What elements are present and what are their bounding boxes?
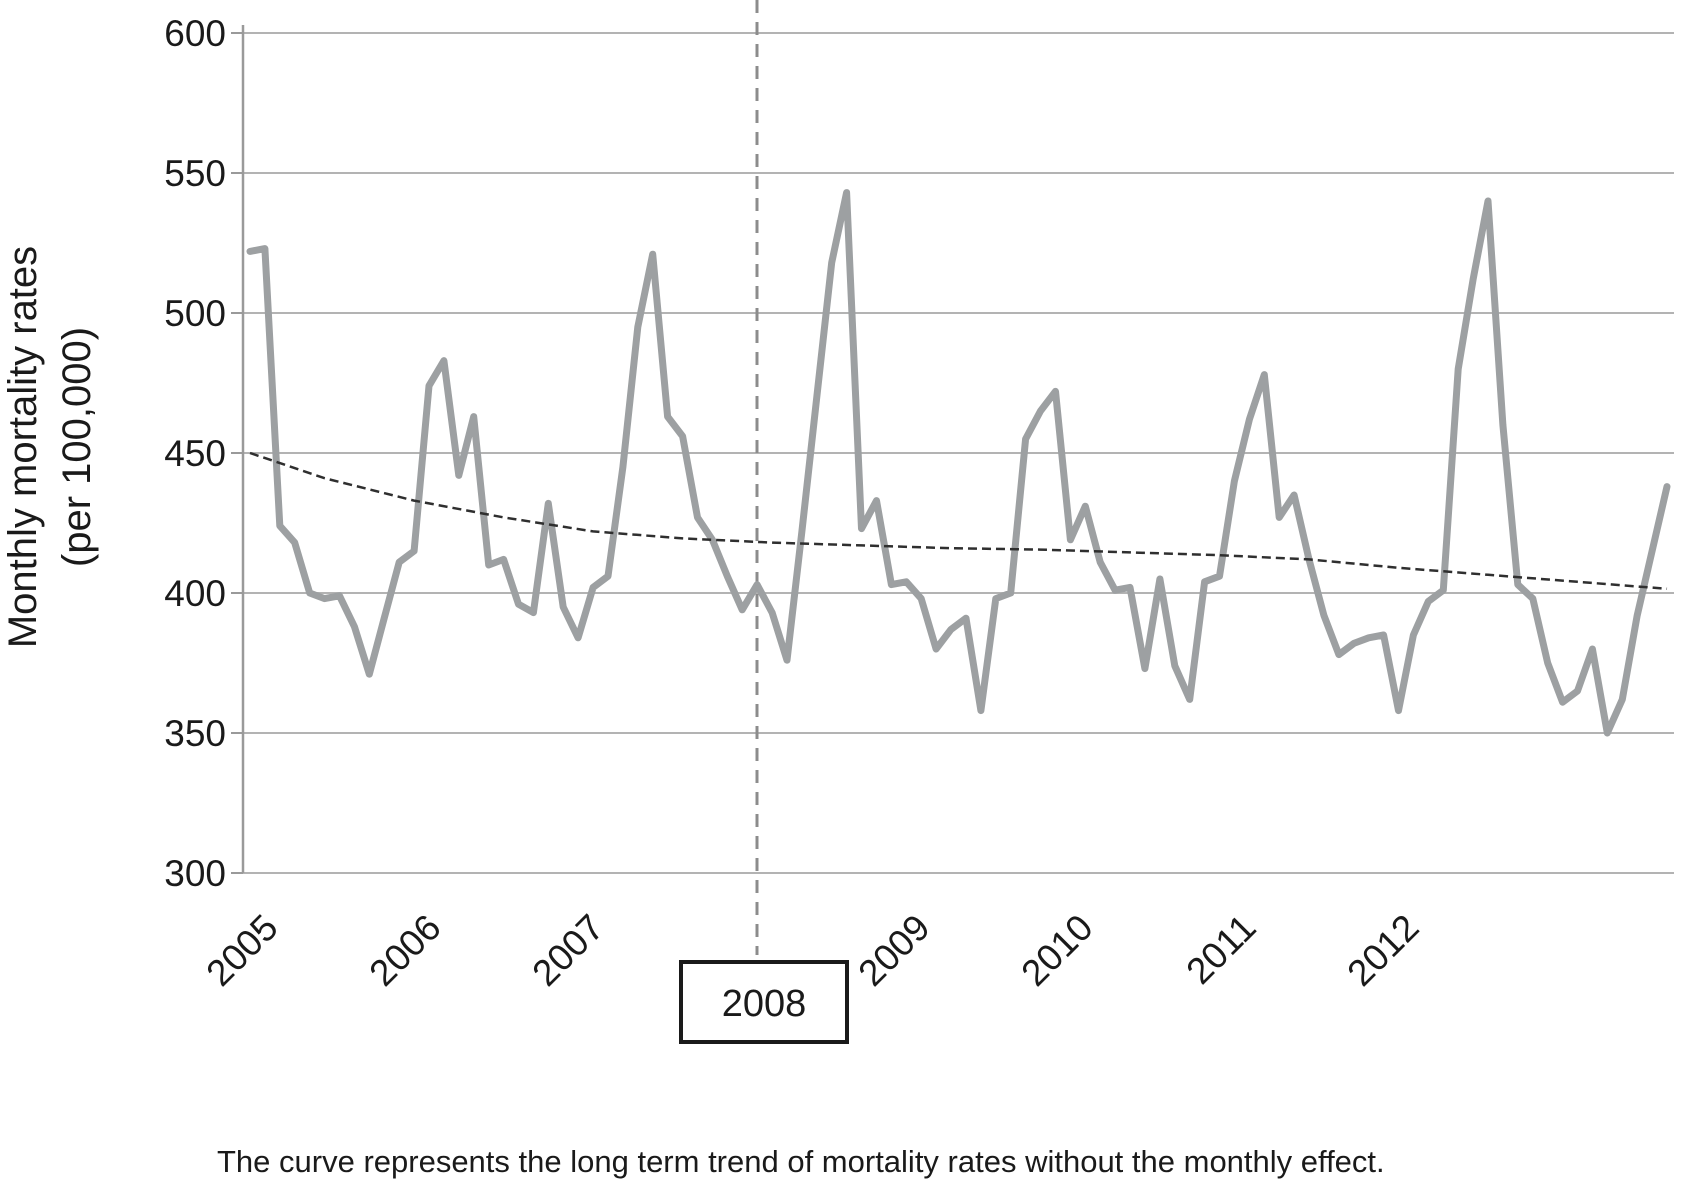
year-2008-box-label: 2008 [722, 983, 807, 1025]
data-series-layer [246, 189, 1671, 737]
trend-curve [249, 451, 1668, 591]
x-tick-label-2012: 2012 [1339, 907, 1426, 994]
figure-caption: The curve represents the long term trend… [217, 1144, 1385, 1179]
x-tick-label-2007: 2007 [524, 907, 611, 994]
y-tick-label-500: 500 [164, 293, 226, 334]
x-tick-label-2006: 2006 [361, 907, 448, 994]
x-tick-label-2011: 2011 [1178, 907, 1263, 992]
y-axis-title-line1: Monthly mortality rates [1, 246, 45, 648]
x-tick-label-2010: 2010 [1013, 907, 1100, 994]
y-tick-label-600: 600 [164, 13, 226, 54]
y-tick-label-350: 350 [164, 713, 226, 754]
y-axis-ticks: 600 550 500 450 400 350 300 [164, 13, 243, 894]
x-tick-label-2005: 2005 [198, 907, 285, 994]
y-tick-label-300: 300 [164, 853, 226, 894]
year-2008-box [679, 960, 849, 1044]
y-axis-title-line2: (per 100,000) [55, 327, 99, 567]
monthly-series-line [246, 189, 1671, 737]
gridlines [241, 25, 1674, 874]
x-tick-label-2009: 2009 [850, 907, 937, 994]
y-tick-label-400: 400 [164, 573, 226, 614]
y-tick-label-550: 550 [164, 153, 226, 194]
y-tick-label-450: 450 [164, 433, 226, 474]
